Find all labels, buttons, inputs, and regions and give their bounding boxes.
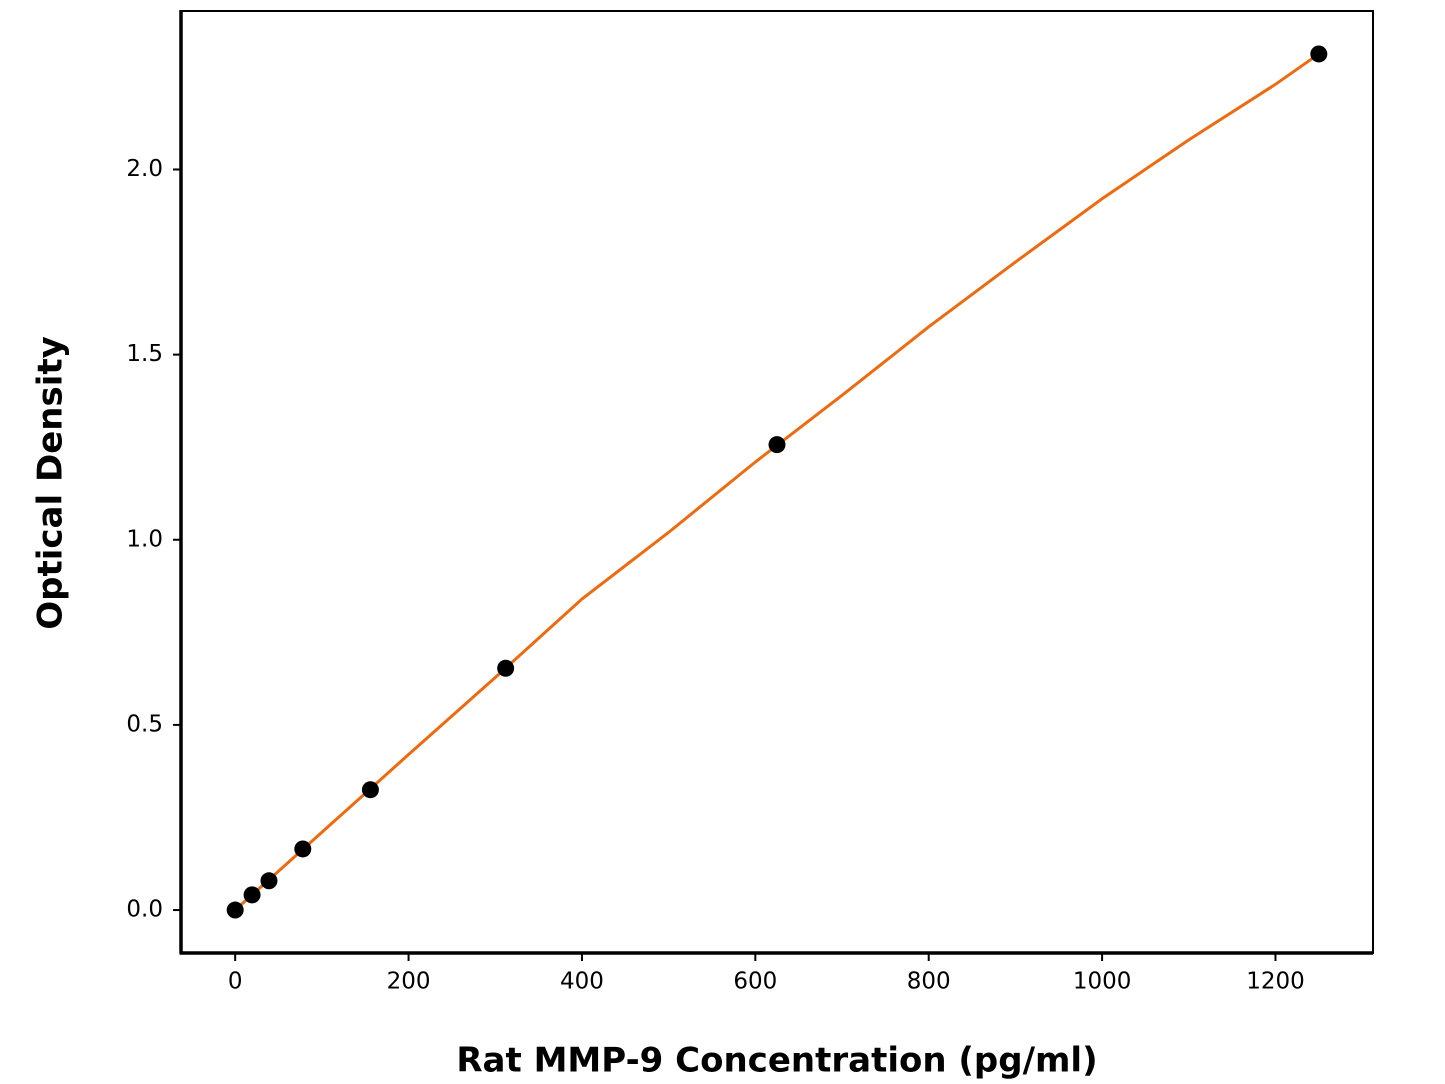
- data-point: [361, 781, 379, 799]
- x-tick-label: 400: [560, 969, 604, 995]
- plot-frame: [180, 10, 1374, 954]
- data-point: [294, 840, 312, 858]
- x-tick-label: 600: [733, 969, 777, 995]
- x-tick-label: 200: [387, 969, 431, 995]
- x-tick-label: 1000: [1073, 969, 1132, 995]
- x-axis-title: Rat MMP-9 Concentration (pg/ml): [456, 1041, 1097, 1081]
- data-point: [768, 436, 786, 454]
- x-tick-label: 800: [907, 969, 951, 995]
- y-tick-label: 0.5: [126, 711, 163, 737]
- y-axis-title: Optical Density: [31, 336, 71, 630]
- data-point: [226, 901, 244, 919]
- data-point: [1310, 45, 1328, 63]
- fit-curve: [234, 52, 1320, 912]
- data-point: [497, 659, 515, 677]
- data-point: [260, 872, 278, 890]
- data-point: [243, 886, 261, 904]
- y-tick-label: 1.0: [126, 526, 163, 552]
- x-tick-label: 0: [228, 969, 243, 995]
- y-tick-label: 0.0: [126, 897, 163, 923]
- x-tick-label: 1200: [1246, 969, 1305, 995]
- y-tick-label: 1.5: [126, 341, 163, 367]
- y-tick-label: 2.0: [126, 156, 163, 182]
